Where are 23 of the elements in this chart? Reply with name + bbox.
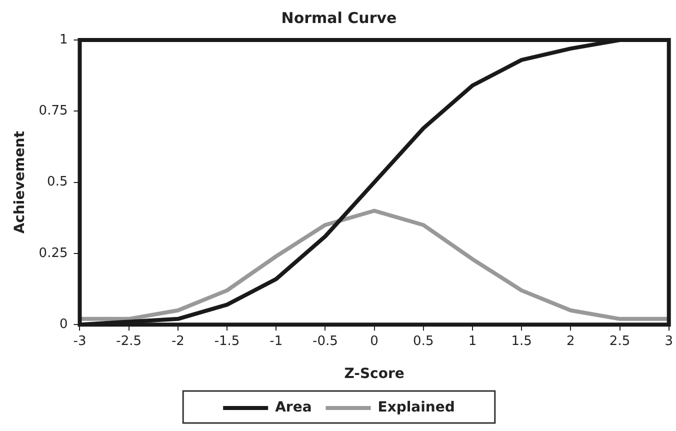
x-axis-title: Z-Score	[344, 366, 404, 382]
x-tick-label: 0.5	[413, 334, 434, 349]
x-tick-label: -2.5	[116, 334, 142, 349]
x-tick-label: -3	[73, 334, 86, 349]
x-tick-label: 1	[468, 334, 477, 349]
x-tick-label: -1.5	[214, 334, 240, 349]
x-tick-label: 2	[566, 334, 575, 349]
x-tick-label: -1	[270, 334, 283, 349]
x-tick-label: 2.5	[609, 334, 630, 349]
x-tick-label: -2	[171, 334, 184, 349]
x-tick-label: 3	[664, 334, 674, 349]
legend-label: Area	[275, 400, 312, 416]
x-tick-label: 1.5	[511, 334, 532, 349]
chart-title: Normal Curve	[281, 8, 397, 27]
y-tick-label: 0.5	[47, 174, 68, 190]
legend-label: Explained	[378, 400, 455, 416]
y-tick-label: 0.75	[38, 104, 68, 119]
y-tick-label: 1	[59, 32, 68, 48]
x-tick-label: -0.5	[312, 334, 338, 349]
y-axis-title: Achievement	[12, 130, 28, 234]
y-tick-label: 0.25	[38, 246, 68, 261]
x-tick-label: 0	[370, 334, 378, 349]
y-tick-label: 0	[59, 316, 68, 332]
